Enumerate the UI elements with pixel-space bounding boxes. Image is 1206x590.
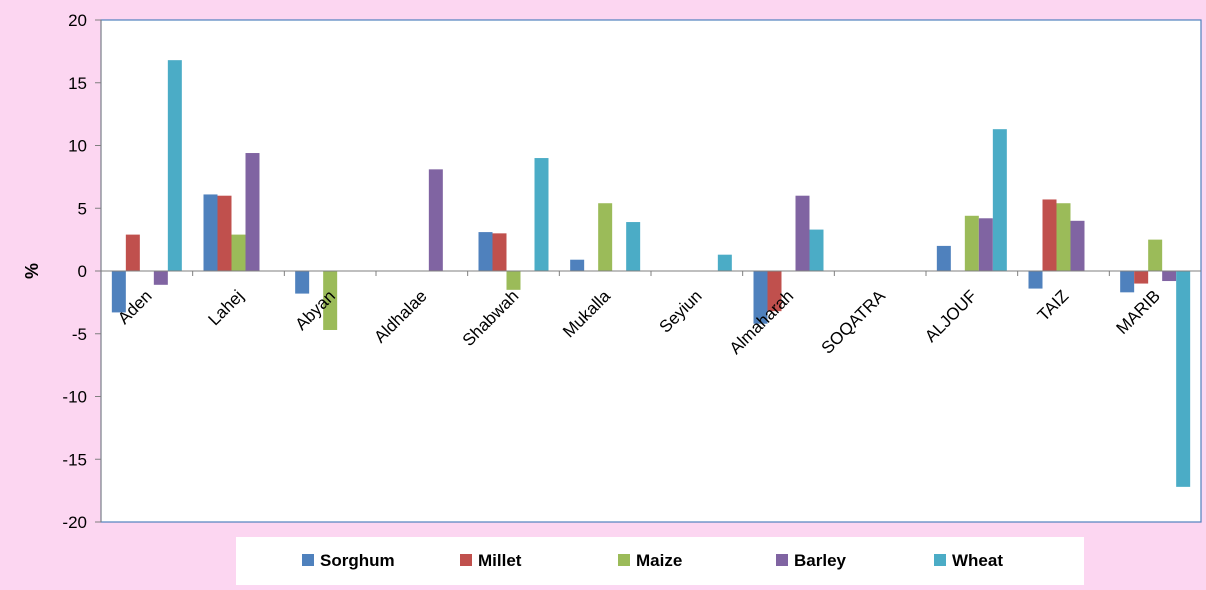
- y-tick-label: -20: [62, 513, 87, 532]
- legend-label-barley: Barley: [794, 551, 847, 570]
- bar-sorghum-marib: [1120, 271, 1135, 293]
- bar-wheat-almaharah: [809, 229, 824, 271]
- bar-maize-marib: [1148, 239, 1163, 271]
- bar-sorghum-aljouf: [936, 245, 951, 271]
- legend-swatch-barley: [776, 554, 788, 566]
- bar-sorghum-taiz: [1028, 271, 1043, 289]
- legend-label-maize: Maize: [636, 551, 682, 570]
- bar-barley-almaharah: [795, 195, 810, 271]
- bar-sorghum-lahej: [203, 194, 218, 271]
- bar-sorghum-shabwah: [478, 232, 493, 271]
- y-tick-label: 15: [68, 74, 87, 93]
- bar-millet-marib: [1134, 271, 1149, 284]
- bar-sorghum-abyan: [295, 271, 310, 294]
- legend-label-sorghum: Sorghum: [320, 551, 395, 570]
- bar-millet-lahej: [217, 195, 232, 271]
- bar-maize-lahej: [231, 234, 246, 271]
- y-tick-label: -10: [62, 388, 87, 407]
- legend-swatch-millet: [460, 554, 472, 566]
- bar-wheat-marib: [1176, 271, 1191, 487]
- y-tick-label: -15: [62, 450, 87, 469]
- y-tick-label: 5: [78, 199, 87, 218]
- bar-barley-lahej: [245, 153, 260, 271]
- bar-barley-aden: [153, 271, 168, 285]
- bar-wheat-seyiun: [717, 254, 732, 271]
- legend-swatch-wheat: [934, 554, 946, 566]
- bar-wheat-aljouf: [992, 129, 1007, 271]
- bar-sorghum-almaharah: [753, 271, 768, 324]
- bar-maize-taiz: [1056, 203, 1071, 271]
- bar-wheat-mukalla: [626, 222, 641, 271]
- bars-layer: [111, 60, 1191, 487]
- bar-maize-mukalla: [598, 203, 613, 271]
- bar-millet-almaharah: [767, 271, 782, 312]
- y-tick-label: 0: [78, 262, 87, 281]
- bar-barley-aldhalae: [428, 169, 443, 271]
- y-tick-label: -5: [72, 325, 87, 344]
- bar-millet-shabwah: [492, 233, 507, 271]
- legend-label-wheat: Wheat: [952, 551, 1003, 570]
- bar-barley-marib: [1162, 271, 1177, 282]
- bar-barley-taiz: [1070, 220, 1085, 271]
- bar-millet-aden: [125, 234, 140, 271]
- bar-maize-abyan: [323, 271, 338, 330]
- bar-sorghum-mukalla: [570, 259, 585, 271]
- y-tick-label: 10: [68, 137, 87, 156]
- bar-maize-shabwah: [506, 271, 521, 290]
- bar-sorghum-aden: [111, 271, 126, 313]
- legend: Sorghum Millet Maize Barley Wheat: [302, 551, 1003, 570]
- y-axis: 20 15 10 5 0 -5 -10 -15 -20: [62, 11, 102, 532]
- bar-wheat-aden: [167, 60, 182, 271]
- y-tick-label: 20: [68, 11, 87, 30]
- legend-swatch-sorghum: [302, 554, 314, 566]
- legend-label-millet: Millet: [478, 551, 522, 570]
- bar-millet-taiz: [1042, 199, 1057, 271]
- bar-barley-aljouf: [978, 218, 993, 271]
- legend-swatch-maize: [618, 554, 630, 566]
- bar-maize-aljouf: [964, 215, 979, 271]
- y-axis-label: %: [22, 263, 42, 279]
- bar-wheat-shabwah: [534, 158, 549, 271]
